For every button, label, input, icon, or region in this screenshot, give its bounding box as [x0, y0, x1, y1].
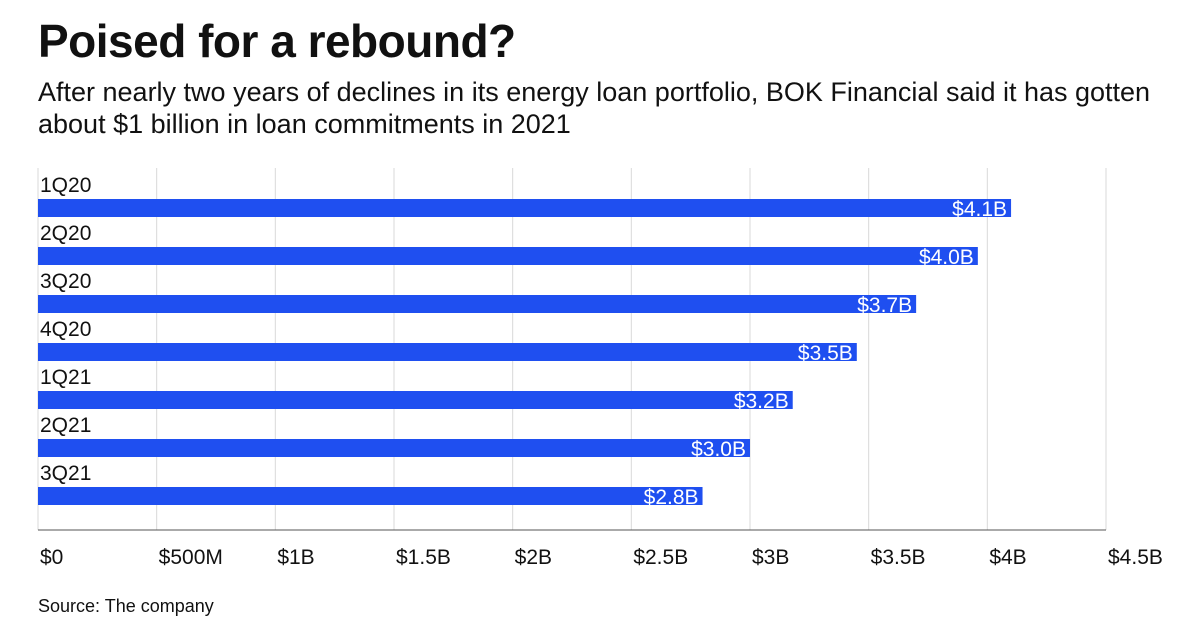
chart-subtitle: After nearly two years of declines in it…	[38, 77, 1151, 139]
bar-3Q20	[38, 295, 917, 313]
category-label: 4Q20	[40, 318, 91, 341]
category-label: 1Q20	[40, 174, 91, 197]
x-tick-label: $500M	[159, 546, 223, 569]
bar-value-label: $3.2B	[734, 390, 789, 413]
category-label: 2Q21	[40, 414, 91, 437]
x-tick-label: $1.5B	[396, 546, 451, 569]
bar-2Q20	[38, 247, 978, 265]
x-tick-label: $2B	[515, 546, 552, 569]
bar-value-label: $4.1B	[952, 198, 1007, 221]
bar-2Q21	[38, 439, 750, 457]
x-tick-label: $3.5B	[871, 546, 926, 569]
x-tick-label: $0	[40, 546, 63, 569]
bar-value-label: $3.5B	[798, 342, 853, 365]
source-note: Source: The company	[38, 596, 214, 616]
x-tick-label: $4B	[989, 546, 1026, 569]
bar-value-label: $2.8B	[644, 486, 699, 509]
bar-1Q20	[38, 199, 1012, 217]
bar-3Q21	[38, 487, 703, 505]
x-tick-label: $3B	[752, 546, 789, 569]
x-tick-label: $2.5B	[633, 546, 688, 569]
x-tick-label: $4.5B	[1108, 546, 1163, 569]
bar-4Q20	[38, 343, 857, 361]
bar-value-label: $3.7B	[857, 294, 912, 317]
category-label: 3Q20	[40, 270, 91, 293]
bar-1Q21	[38, 391, 793, 409]
chart-title: Poised for a rebound?	[38, 15, 516, 67]
category-label: 1Q21	[40, 366, 91, 389]
x-tick-label: $1B	[277, 546, 314, 569]
category-label: 3Q21	[40, 462, 91, 485]
bar-value-label: $3.0B	[691, 438, 746, 461]
category-label: 2Q20	[40, 222, 91, 245]
bar-value-label: $4.0B	[919, 246, 974, 269]
